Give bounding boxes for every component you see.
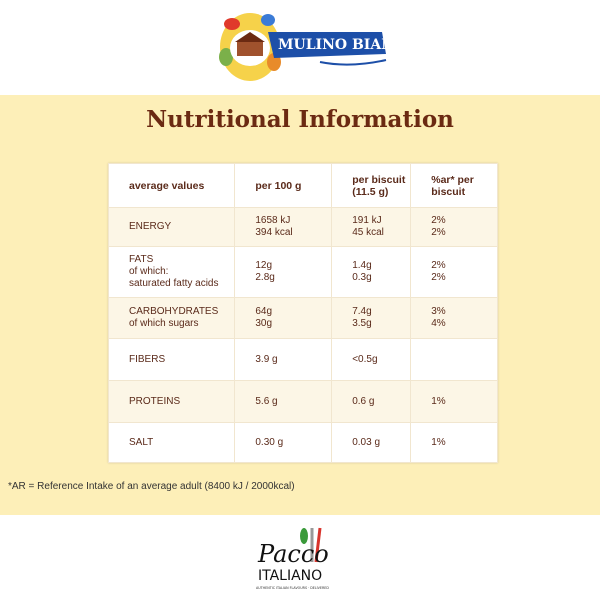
logo-bottom: ITALIANO xyxy=(258,568,322,584)
table-cell: 7.4g 3.5g xyxy=(331,297,412,339)
table-cell: 2% 2% xyxy=(410,246,498,298)
table-cell: 0.03 g xyxy=(331,422,412,463)
logo-top: Pacco xyxy=(257,540,329,568)
table-cell: ENERGY xyxy=(107,207,236,247)
table-cell: 2% 2% xyxy=(410,207,498,247)
table-cell: SALT xyxy=(107,422,236,463)
logo-tagline: AUTHENTIC ITALIAN FLAVOURS · DELIVERED xyxy=(256,586,329,590)
table-cell: FATS of which: saturated fatty acids xyxy=(107,246,236,298)
table-row: FIBERS 3.9 g <0.5g xyxy=(107,338,498,381)
cell-line: FATS xyxy=(129,254,154,265)
cell-line: CARBOHYDRATES xyxy=(129,306,219,317)
cell-line: 2% xyxy=(431,260,446,271)
table-cell: 1.4g 0.3g xyxy=(331,246,412,298)
banner xyxy=(268,32,386,58)
table-row: SALT 0.30 g 0.03 g 1% xyxy=(107,422,498,463)
table-cell: <0.5g xyxy=(331,338,412,381)
cell-line: 0.6 g xyxy=(352,395,375,407)
cell-line: 1.4g xyxy=(352,260,372,271)
wreath xyxy=(219,13,281,81)
brand-name: Mulino Bianco xyxy=(278,37,390,53)
table-cell: 5.6 g xyxy=(234,380,333,423)
table-row: FATS of which: saturated fatty acids 12g 2.8… xyxy=(107,246,498,298)
table-cell: PROTEINS xyxy=(107,380,236,423)
cell-line: 1658 kJ xyxy=(255,215,291,226)
cell-line: SALT xyxy=(129,436,154,448)
footer-logo: Pacco ITALIANO AUTHENTIC ITALIAN FLAVOUR… xyxy=(256,527,329,590)
nutrition-table: average values per 100 g per biscuit (11.5… xyxy=(107,163,498,463)
cell-line: 2% xyxy=(431,227,446,238)
table-cell: 191 kJ 45 kcal xyxy=(331,207,412,247)
cell-line: 394 kcal xyxy=(255,227,293,238)
table-cell: 1658 kJ 394 kcal xyxy=(234,207,333,247)
header-text: %ar* per biscuit xyxy=(431,173,474,198)
table-row: ENERGY 1658 kJ 394 kcal 191 kJ 45 kcal 2% 2% xyxy=(107,207,498,247)
cell-line: 5.6 g xyxy=(255,395,278,407)
header-text: per 100 g xyxy=(255,179,302,192)
cell-line: 2.8g xyxy=(255,272,275,283)
header-text: per biscuit (11.5 g) xyxy=(352,173,406,198)
cell-line: saturated fatty acids xyxy=(129,278,219,289)
cell-line: 3.5g xyxy=(352,318,372,329)
brand-logo: Mulino Bianco xyxy=(219,13,390,81)
cell-line: 1% xyxy=(431,395,446,407)
column-header: per 100 g xyxy=(234,163,333,208)
header-row: average values per 100 g per biscuit (11.5… xyxy=(107,163,498,208)
cell-line: 12g xyxy=(255,260,273,271)
table-cell: FIBERS xyxy=(107,338,236,381)
cell-line: 191 kJ xyxy=(352,215,382,226)
table-cell xyxy=(410,338,498,381)
cell-line: 1% xyxy=(431,436,446,448)
cell-line: 45 kcal xyxy=(352,227,384,238)
table-row: CARBOHYDRATES of which sugars 64g 30g 7.4g 3.… xyxy=(107,297,498,339)
cell-line: 30g xyxy=(255,318,273,329)
cell-line: 0.3g xyxy=(352,272,372,283)
title: Nutritional Information xyxy=(146,106,454,133)
cell-line: FIBERS xyxy=(129,353,166,365)
cell-line: 4% xyxy=(431,318,446,329)
table-cell: 64g 30g xyxy=(234,297,333,339)
table-cell: 1% xyxy=(410,380,498,423)
header-text: average values xyxy=(129,179,205,192)
table-cell: CARBOHYDRATES of which sugars xyxy=(107,297,236,339)
table-cell: 0.30 g xyxy=(234,422,333,463)
cell-line: 64g xyxy=(255,306,273,317)
cell-line: 7.4g xyxy=(352,306,372,317)
column-header: per biscuit (11.5 g) xyxy=(331,163,412,208)
cell-line: of which sugars xyxy=(129,318,199,329)
cell-line: 0.30 g xyxy=(255,436,284,448)
cell-line: ENERGY xyxy=(129,221,172,232)
cell-line: 2% xyxy=(431,215,446,226)
table-row: PROTEINS 5.6 g 0.6 g 1% xyxy=(107,380,498,423)
table-cell: 12g 2.8g xyxy=(234,246,333,298)
table-cell: 3% 4% xyxy=(410,297,498,339)
table-cell: 1% xyxy=(410,422,498,463)
footnote: *AR = Reference Intake of an average adu… xyxy=(8,481,295,492)
column-header: %ar* per biscuit xyxy=(410,163,498,208)
column-header: average values xyxy=(107,163,236,208)
cell-line: 2% xyxy=(431,272,446,283)
table-cell: 3.9 g xyxy=(234,338,333,381)
table-body: ENERGY 1658 kJ 394 kcal 191 kJ 45 kcal 2% 2% FA… xyxy=(107,207,498,463)
cell-line: 3% xyxy=(431,306,446,317)
cell-line: <0.5g xyxy=(352,353,378,365)
table-cell: 0.6 g xyxy=(331,380,412,423)
cell-line: 0.03 g xyxy=(352,436,381,448)
cell-line: PROTEINS xyxy=(129,395,181,407)
cell-line: 3.9 g xyxy=(255,353,278,365)
cell-line: of which: xyxy=(129,266,169,277)
